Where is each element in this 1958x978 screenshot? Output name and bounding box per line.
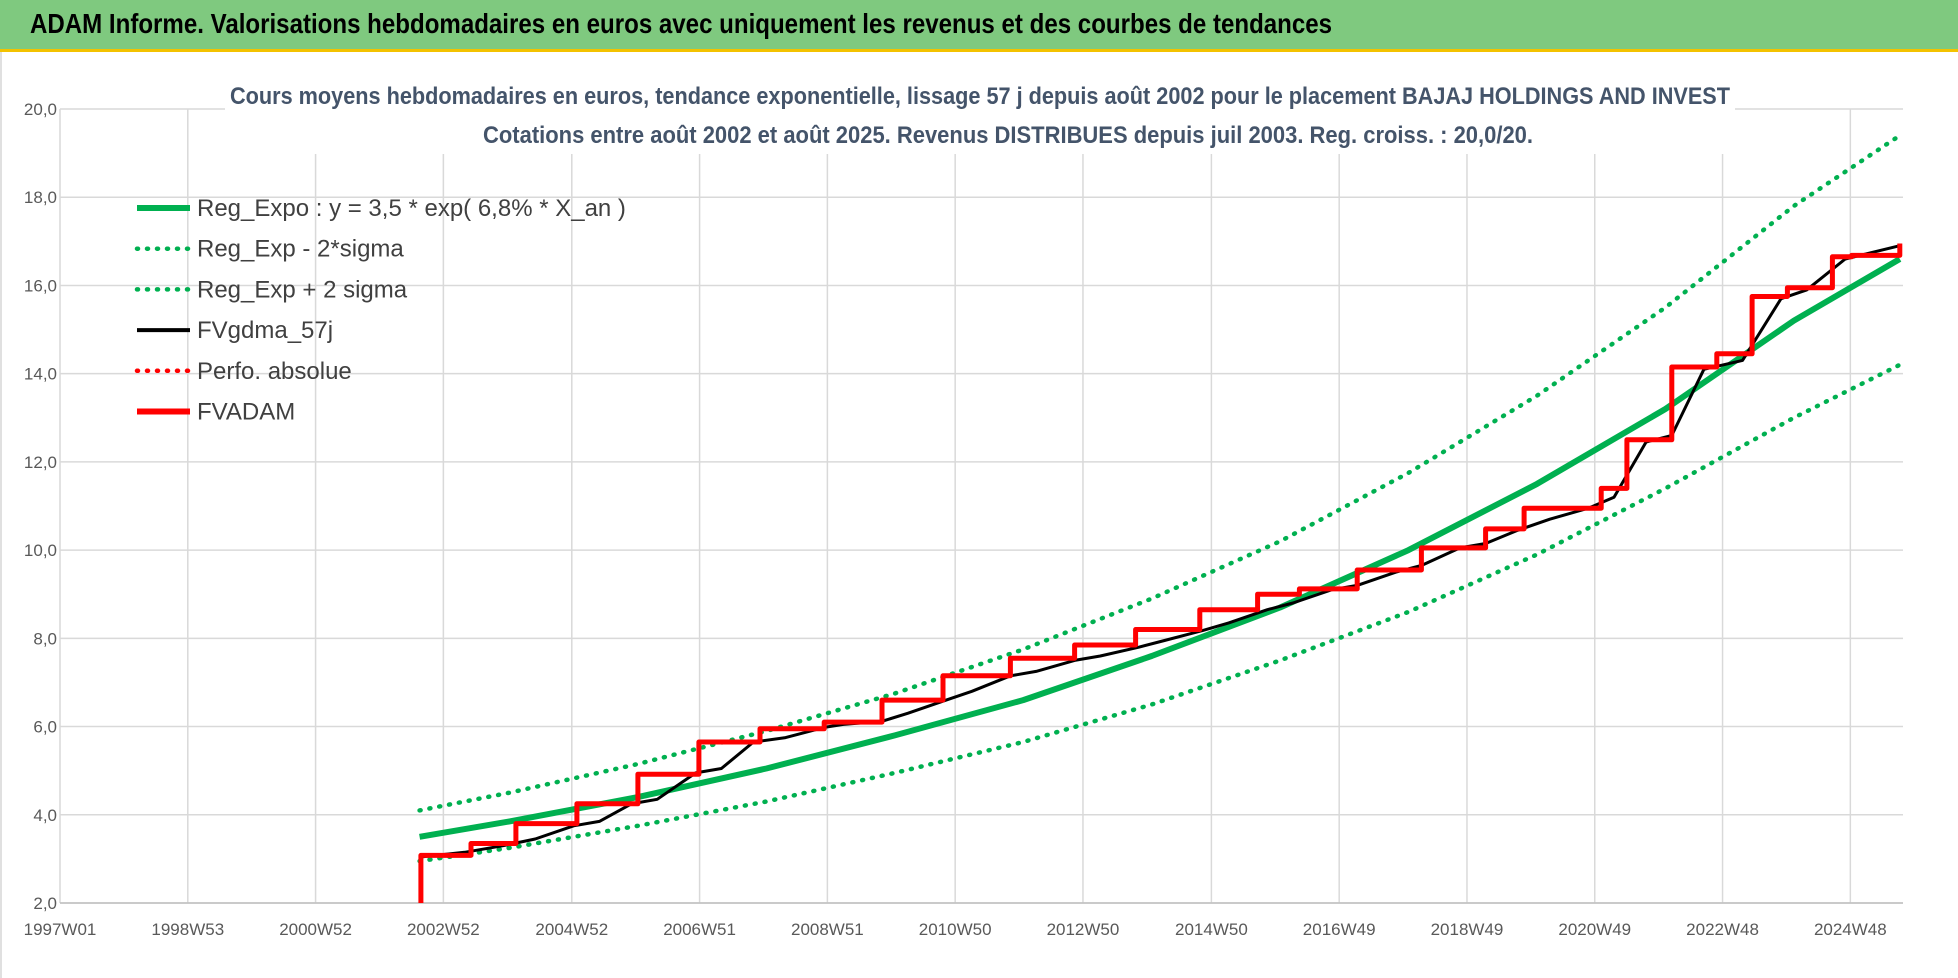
x-axis-labels: 1997W01 1998W53 2000W52 2002W52 2004W52 2006W… <box>24 920 1887 939</box>
x-tick-label: 2024W48 <box>1814 920 1887 939</box>
series-line-5 <box>418 243 1903 903</box>
header-banner: ADAM Informe. Valorisations hebdomadaire… <box>0 0 1958 52</box>
y-tick-label: 2,0 <box>33 894 57 913</box>
chart-series <box>417 133 1903 903</box>
x-tick-label: 1998W53 <box>151 920 224 939</box>
legend-label: FVgdma_57j <box>197 317 333 344</box>
y-tick-label: 14,0 <box>24 365 57 384</box>
series-line-1 <box>417 362 1903 864</box>
x-tick-label: 2018W49 <box>1431 920 1504 939</box>
x-tick-label: 2010W50 <box>919 920 992 939</box>
x-tick-label: 2004W52 <box>535 920 608 939</box>
chart-subtitle: Cotations entre août 2002 et août 2025. … <box>483 122 1533 149</box>
x-tick-label: 2016W49 <box>1303 920 1376 939</box>
chart-legend: Reg_Expo : y = 3,5 * exp( 6,8% * X_an ) R… <box>134 195 626 426</box>
legend-label: Reg_Expo : y = 3,5 * exp( 6,8% * X_an ) <box>197 195 626 222</box>
series-line-3 <box>422 244 1901 859</box>
title-backdrop <box>225 76 1735 154</box>
chart-grid <box>59 108 1903 904</box>
series-line-2 <box>417 133 1903 813</box>
x-tick-label: 2014W50 <box>1175 920 1248 939</box>
y-tick-label: 8,0 <box>33 629 57 648</box>
y-tick-label: 10,0 <box>24 541 57 560</box>
series-line-0 <box>419 256 1902 840</box>
legend-label: Reg_Exp - 2*sigma <box>197 236 404 263</box>
x-tick-label: 2006W51 <box>663 920 736 939</box>
x-tick-label: 2020W49 <box>1558 920 1631 939</box>
x-tick-label: 2022W48 <box>1686 920 1759 939</box>
y-tick-label: 18,0 <box>24 188 57 207</box>
legend-label: Perfo. absolue <box>197 358 352 385</box>
x-tick-label: 2008W51 <box>791 920 864 939</box>
legend-label: Reg_Exp + 2 sigma <box>197 276 408 303</box>
x-tick-label: 2012W50 <box>1047 920 1120 939</box>
y-tick-label: 4,0 <box>33 806 57 825</box>
legend-label: FVADAM <box>197 399 295 426</box>
x-tick-label: 2002W52 <box>407 920 480 939</box>
chart-title: Cours moyens hebdomadaires en euros, ten… <box>230 83 1730 110</box>
chart-frame <box>0 52 1958 978</box>
y-tick-label: 12,0 <box>24 453 57 472</box>
x-tick-label: 2000W52 <box>279 920 352 939</box>
y-axis-labels: 2,0 4,0 6,0 8,0 10,0 12,0 14,0 16,0 18,0 20,0 <box>24 100 57 913</box>
y-tick-label: 20,0 <box>24 100 57 119</box>
x-tick-label: 1997W01 <box>24 920 97 939</box>
y-tick-label: 6,0 <box>33 718 57 737</box>
y-tick-label: 16,0 <box>24 276 57 295</box>
header-title: ADAM Informe. Valorisations hebdomadaire… <box>30 8 1333 39</box>
